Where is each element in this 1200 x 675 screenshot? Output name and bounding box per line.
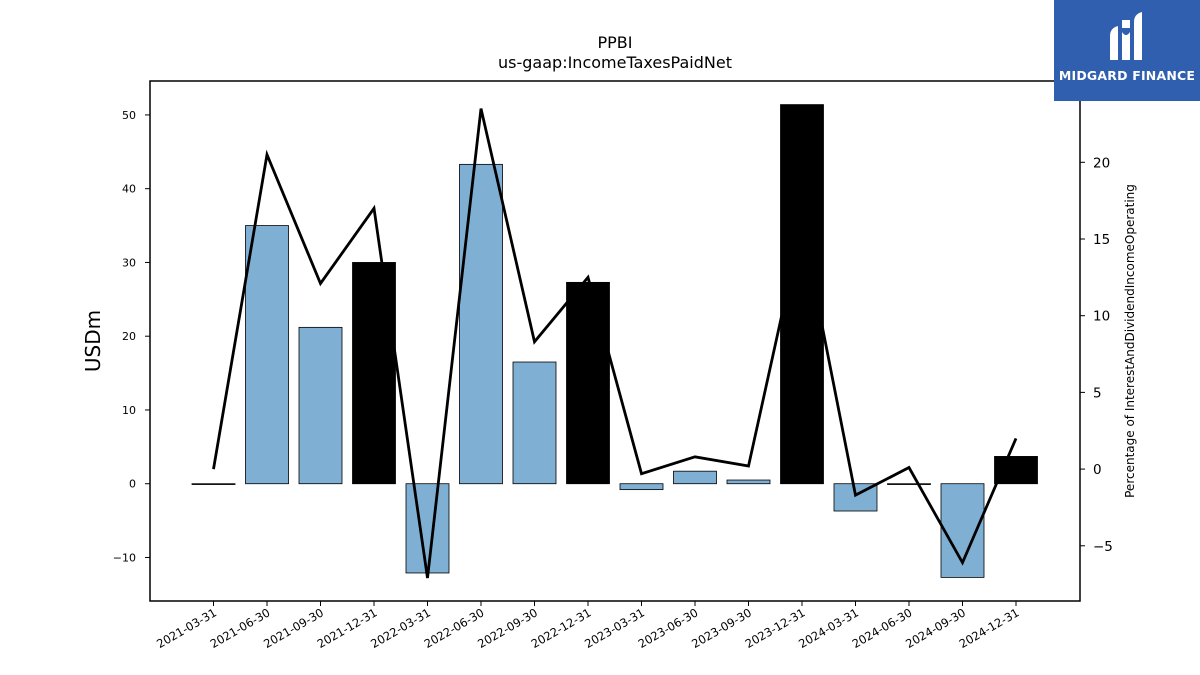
x-tick-label: 2024-03-31 xyxy=(796,605,861,651)
y-tick-label: 0 xyxy=(129,478,136,491)
chart-subtitle: us-gaap:IncomeTaxesPaidNet xyxy=(498,53,732,72)
bar-2023-06-30 xyxy=(673,470,717,485)
x-tick-label: 2021-09-30 xyxy=(261,605,326,651)
x-tick-label: 2024-06-30 xyxy=(850,605,915,651)
y-tick-label: 30 xyxy=(122,256,136,269)
x-tick-label: 2022-03-31 xyxy=(368,605,433,651)
bar-2023-03-31 xyxy=(619,483,664,491)
y-tick-label: 10 xyxy=(122,404,136,417)
plot-area xyxy=(191,104,1038,579)
bar-2022-09-30 xyxy=(512,361,557,485)
y2-tick-label: 20 xyxy=(1093,155,1110,171)
y2-tick-label: 5 xyxy=(1093,385,1102,401)
brand-logo: MIDGARD FINANCE xyxy=(1054,0,1200,101)
y2-axis-label: Percentage of InterestAndDividendIncomeO… xyxy=(1123,184,1137,498)
x-tick-label: 2022-12-31 xyxy=(529,605,594,651)
y-tick-label: 40 xyxy=(122,183,136,196)
logo-text: MIDGARD FINANCE xyxy=(1058,68,1196,83)
bar-2022-06-30 xyxy=(459,163,503,485)
x-tick-label: 2022-09-30 xyxy=(475,605,540,651)
midgard-logo-icon xyxy=(1110,12,1142,60)
x-tick-label: 2022-06-30 xyxy=(422,605,487,651)
plot-frame xyxy=(149,80,1081,602)
x-tick-label: 2023-03-31 xyxy=(582,605,647,651)
y-axis-label: USDm xyxy=(81,310,105,372)
x-tick-label: 2024-09-30 xyxy=(903,605,968,651)
x-tick-label: 2024-12-31 xyxy=(957,605,1022,651)
bar-2024-06-30 xyxy=(887,483,931,485)
y2-tick-label: 15 xyxy=(1093,232,1110,248)
y-tick-label: −10 xyxy=(113,551,136,564)
bar-2022-03-31 xyxy=(405,483,450,574)
line-series xyxy=(212,108,1018,579)
x-tick-label: 2023-12-31 xyxy=(743,605,808,651)
bar-2021-03-31 xyxy=(191,483,236,485)
y2-tick-label: −5 xyxy=(1093,539,1113,555)
x-tick-label: 2021-03-31 xyxy=(154,605,219,651)
x-tick-label: 2023-06-30 xyxy=(636,605,701,651)
bar-2021-09-30 xyxy=(298,326,343,485)
bar-2021-06-30 xyxy=(245,225,289,485)
bar-2021-12-31 xyxy=(352,262,396,485)
y-tick-label: 20 xyxy=(122,330,136,343)
y2-tick-label: 10 xyxy=(1093,309,1110,325)
bar-2023-09-30 xyxy=(726,479,771,485)
chart-title: PPBI xyxy=(598,33,633,52)
x-tick-label: 2021-06-30 xyxy=(208,605,273,651)
y2-tick-label: 0 xyxy=(1093,462,1102,478)
y-tick-label: 50 xyxy=(122,109,136,122)
x-tick-label: 2021-12-31 xyxy=(315,605,380,651)
bar-2022-12-31 xyxy=(566,281,610,485)
x-tick-label: 2023-09-30 xyxy=(689,605,754,651)
